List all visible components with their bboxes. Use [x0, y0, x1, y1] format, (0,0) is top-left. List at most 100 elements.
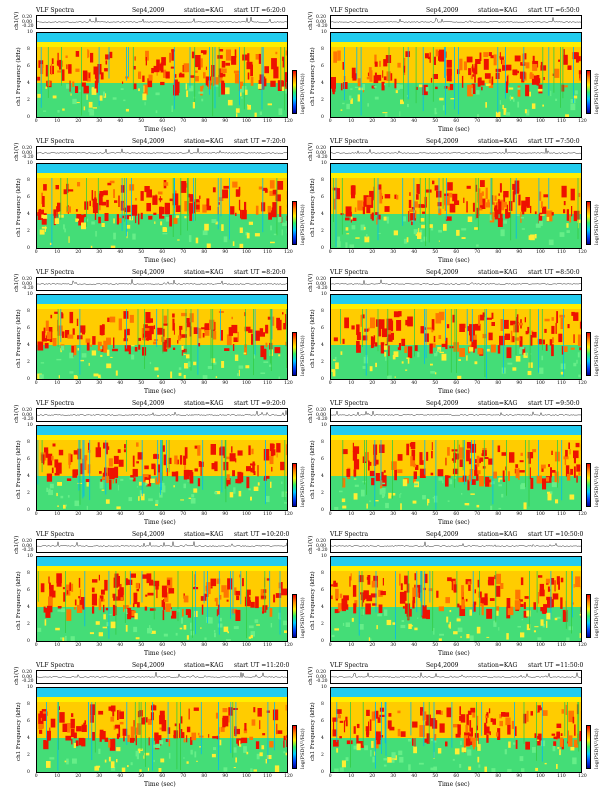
energy-patch [412, 587, 419, 597]
energy-patch [251, 719, 256, 726]
energy-patch [561, 185, 567, 198]
energy-patch [159, 206, 165, 219]
energy-patch [238, 81, 244, 91]
low-freq-texture [399, 84, 404, 89]
energy-patch [360, 314, 362, 327]
vertical-streak [284, 47, 285, 111]
panel-header: VLF Spectra Sep4,2009 station=KAG start UT … [14, 399, 294, 408]
waveform-plot [330, 539, 582, 553]
energy-patch [41, 192, 43, 205]
low-freq-texture [213, 630, 216, 633]
low-freq-texture [496, 610, 499, 616]
energy-patch [106, 199, 109, 208]
low-freq-texture [508, 741, 511, 748]
vertical-streak [157, 440, 159, 482]
energy-patch [537, 338, 542, 345]
energy-patch [223, 589, 229, 598]
low-freq-texture [133, 626, 138, 633]
energy-patch [197, 328, 202, 339]
vertical-streak [203, 571, 205, 604]
energy-patch [333, 739, 339, 747]
energy-patch [159, 63, 162, 71]
energy-patch [351, 192, 356, 199]
energy-patch [71, 713, 74, 718]
energy-patch [48, 596, 53, 606]
low-freq-texture [354, 86, 358, 88]
energy-patch [556, 311, 558, 324]
low-freq-texture [245, 365, 250, 369]
low-freq-texture [139, 769, 142, 772]
energy-patch [98, 574, 100, 581]
x-tick-label: 50 [432, 643, 439, 648]
low-freq-texture [353, 493, 358, 500]
low-freq-texture [125, 108, 129, 112]
vertical-streak [420, 571, 422, 602]
energy-patch [461, 599, 465, 610]
low-freq-texture [521, 483, 525, 486]
energy-patch [131, 610, 136, 616]
low-freq-texture [474, 361, 478, 365]
energy-patch [80, 463, 84, 475]
energy-patch [246, 589, 251, 596]
spectrogram-ylabel: ch1 Frequency (kHz) [16, 47, 22, 106]
energy-patch [57, 325, 63, 336]
energy-patch [517, 85, 521, 97]
energy-patch [280, 461, 285, 471]
low-freq-texture [135, 750, 139, 757]
energy-patch [494, 575, 496, 580]
waveform-tick-label: 0.20 [22, 539, 33, 544]
x-tick-label: 40 [411, 512, 418, 517]
vertical-streak [46, 702, 47, 741]
energy-patch [502, 65, 507, 71]
energy-patch [445, 475, 451, 478]
x-tick-label: 100 [536, 119, 545, 124]
energy-patch [409, 209, 414, 212]
vertical-streak [444, 47, 445, 78]
low-freq-texture [469, 347, 474, 352]
energy-patch [251, 333, 254, 345]
y-tick-label: 10 [27, 685, 33, 690]
low-freq-texture [367, 103, 369, 107]
energy-patch [567, 324, 570, 329]
energy-patch [425, 189, 432, 193]
low-freq-texture [137, 748, 141, 754]
low-freq-texture [116, 506, 121, 510]
y-tick-label: 2 [27, 753, 30, 758]
y-tick-label: 0 [321, 377, 324, 382]
energy-patch [65, 584, 71, 596]
vertical-streak [88, 702, 89, 740]
energy-patch [499, 183, 502, 193]
energy-patch [283, 740, 285, 748]
vertical-streak [41, 440, 43, 473]
energy-patch [270, 443, 275, 449]
energy-patch [467, 710, 472, 715]
low-freq-texture [406, 237, 409, 243]
panel-title: VLF Spectra [330, 269, 369, 276]
vertical-streak [432, 47, 434, 102]
energy-patch [564, 455, 567, 466]
energy-patch [127, 734, 130, 742]
x-tick-label: 50 [432, 512, 439, 517]
x-tick-label: 70 [474, 119, 481, 124]
energy-patch [165, 71, 170, 79]
energy-patch [232, 181, 238, 188]
energy-patch [493, 54, 497, 66]
colorbar [292, 463, 297, 507]
vertical-streak [510, 178, 512, 241]
x-tick-label: 70 [474, 381, 481, 386]
energy-patch [270, 446, 274, 457]
energy-patch [117, 449, 121, 453]
chart-panel: VLF Spectra Sep4,2009 station=KAG start UT … [308, 268, 600, 396]
energy-patch [114, 200, 118, 203]
low-freq-texture [525, 352, 528, 356]
energy-patch [346, 740, 353, 745]
energy-patch [202, 333, 205, 338]
energy-patch [389, 726, 395, 731]
low-freq-texture [194, 751, 197, 758]
vertical-streak [454, 309, 456, 352]
y-tick-label: 2 [27, 622, 30, 627]
panel-header: VLF Spectra Sep4,2009 station=KAG start UT … [14, 661, 294, 670]
energy-patch [198, 343, 201, 347]
energy-patch [124, 345, 130, 352]
low-freq-texture [184, 216, 187, 219]
